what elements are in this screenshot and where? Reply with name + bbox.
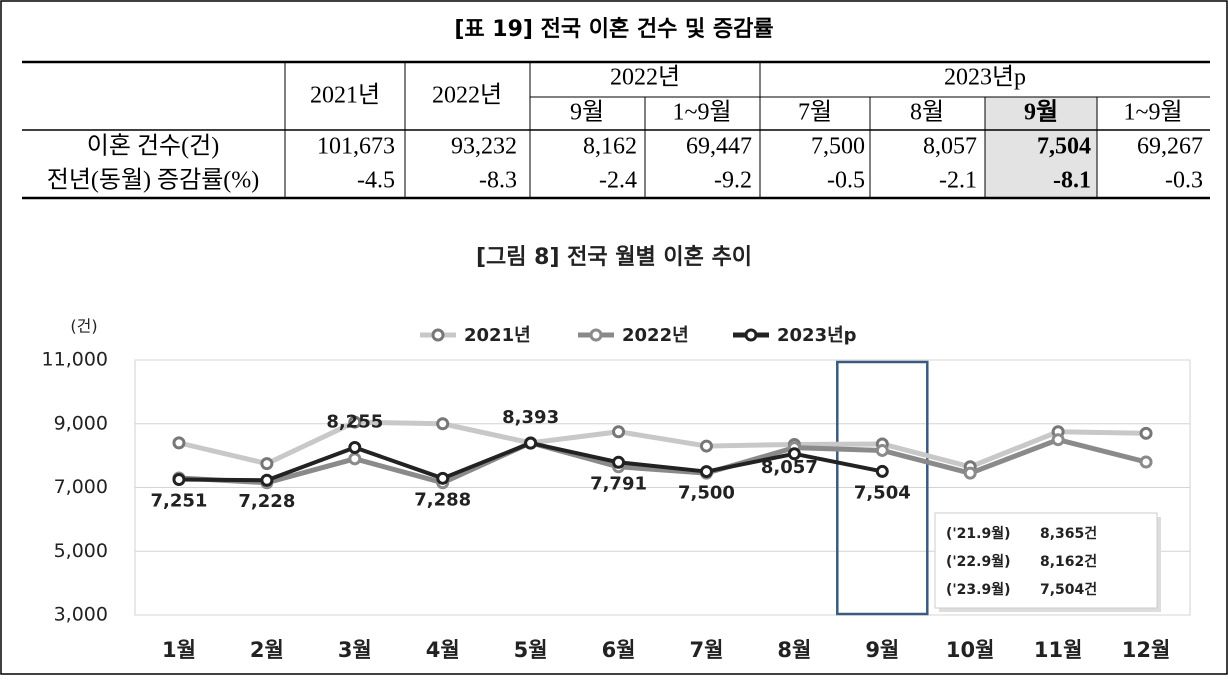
point [612, 455, 626, 469]
legend-marker [431, 328, 445, 342]
x-tick-label: 12월 [1122, 638, 1171, 662]
series-line [178, 437, 1147, 486]
header: 2023년p [944, 64, 1026, 91]
y-unit: (건) [70, 317, 97, 336]
annotation-text: 8,365건 [1040, 525, 1097, 542]
cell: 7,504 [1037, 134, 1091, 160]
cell: -0.3 [1165, 168, 1203, 194]
header: 2022년 [610, 64, 680, 91]
row-label: 이혼 건수(건) [87, 133, 219, 160]
point [787, 447, 801, 461]
value-label: 7,228 [238, 491, 295, 512]
annotation-text: 8,162건 [1040, 553, 1097, 570]
series-line [178, 419, 1147, 470]
cell: 7,500 [811, 134, 865, 160]
x-tick-label: 5월 [514, 638, 548, 662]
point [612, 425, 626, 439]
cell: -4.5 [357, 168, 395, 194]
cell: 69,267 [1137, 134, 1203, 160]
value-label: 7,500 [678, 483, 735, 504]
point [436, 417, 450, 431]
annotation-label: ('23.9월) [946, 581, 1011, 598]
legend-label: 2022년 [622, 325, 689, 346]
row-label: 전년(동월) 증감률(%) [47, 167, 260, 194]
point [348, 440, 362, 454]
point [699, 465, 713, 479]
sub-header: 9월 [1024, 99, 1058, 126]
cell: 93,232 [451, 134, 517, 160]
sub-header: 1~9월 [672, 99, 731, 126]
header: 2022년 [432, 82, 502, 109]
y-tick-label: 7,000 [54, 476, 108, 498]
table-title: [표 19] 전국 이혼 건수 및 증감률 [454, 17, 773, 42]
cell: -2.4 [599, 168, 637, 194]
legend-label: 2023년p [777, 325, 857, 346]
annotation-label: ('22.9월) [946, 553, 1011, 570]
y-tick-label: 11,000 [42, 349, 108, 371]
point [699, 439, 713, 453]
point [172, 472, 186, 486]
cell: 101,673 [317, 134, 395, 160]
cell: 8,162 [583, 134, 637, 160]
point [1139, 426, 1153, 440]
value-label: 7,288 [414, 489, 471, 510]
cell: -8.3 [479, 168, 517, 194]
value-label: 8,393 [502, 407, 559, 428]
x-tick-label: 9월 [865, 638, 899, 662]
sub-header: 9월 [570, 99, 604, 126]
legend-marker [744, 328, 758, 342]
point [1139, 455, 1153, 469]
table: [표 19] 전국 이혼 건수 및 증감률 2021년 2022년 2022년 … [22, 17, 1210, 200]
sub-header: 8월 [910, 99, 944, 126]
cell: -8.1 [1053, 168, 1091, 194]
point [875, 443, 889, 457]
point [875, 464, 889, 478]
legend-label: 2021년 [464, 325, 531, 346]
annotation-label: ('21.9월) [946, 525, 1011, 542]
cell: 8,057 [923, 134, 977, 160]
point [348, 452, 362, 466]
annotation-box [934, 512, 1158, 609]
y-tick-label: 3,000 [54, 604, 108, 626]
x-tick-label: 1월 [162, 638, 196, 662]
legend-marker [589, 328, 603, 342]
cell: 69,447 [686, 134, 752, 160]
point [524, 436, 538, 450]
y-tick-label: 5,000 [54, 540, 108, 562]
point [260, 457, 274, 471]
point [260, 473, 274, 487]
value-label: 7,251 [150, 490, 207, 511]
chart-title: [그림 8] 전국 월별 이혼 추이 [476, 245, 752, 270]
x-tick-label: 10월 [946, 638, 995, 662]
sub-header: 1~9월 [1123, 99, 1182, 126]
cell: -0.5 [827, 168, 865, 194]
point [1051, 433, 1065, 447]
chart: [그림 8] 전국 월별 이혼 추이 (건) 3,000 5,000 7,000 9,… [42, 245, 1191, 662]
value-label: 7,791 [590, 473, 647, 494]
highlight-box [836, 360, 929, 616]
x-tick-label: 11월 [1034, 638, 1083, 662]
value-label: 8,057 [761, 457, 818, 478]
x-tick-label: 8월 [777, 638, 811, 662]
x-tick-label: 4월 [426, 638, 460, 662]
x-tick-label: 7월 [689, 638, 723, 662]
cell: -9.2 [714, 168, 752, 194]
point [436, 471, 450, 485]
point [348, 415, 362, 429]
header: 2021년 [310, 82, 380, 109]
x-tick-label: 6월 [602, 638, 636, 662]
point [172, 436, 186, 450]
cell: -2.1 [939, 168, 977, 194]
x-tick-label: 2월 [250, 638, 284, 662]
value-label: 8,255 [326, 411, 383, 432]
annotation-text: 7,504건 [1040, 581, 1097, 598]
value-label: 7,504 [854, 482, 911, 503]
point [963, 466, 977, 480]
highlight-cell [985, 97, 1097, 198]
y-tick-label: 9,000 [54, 412, 108, 434]
x-tick-label: 3월 [338, 638, 372, 662]
sub-header: 7월 [798, 99, 832, 126]
